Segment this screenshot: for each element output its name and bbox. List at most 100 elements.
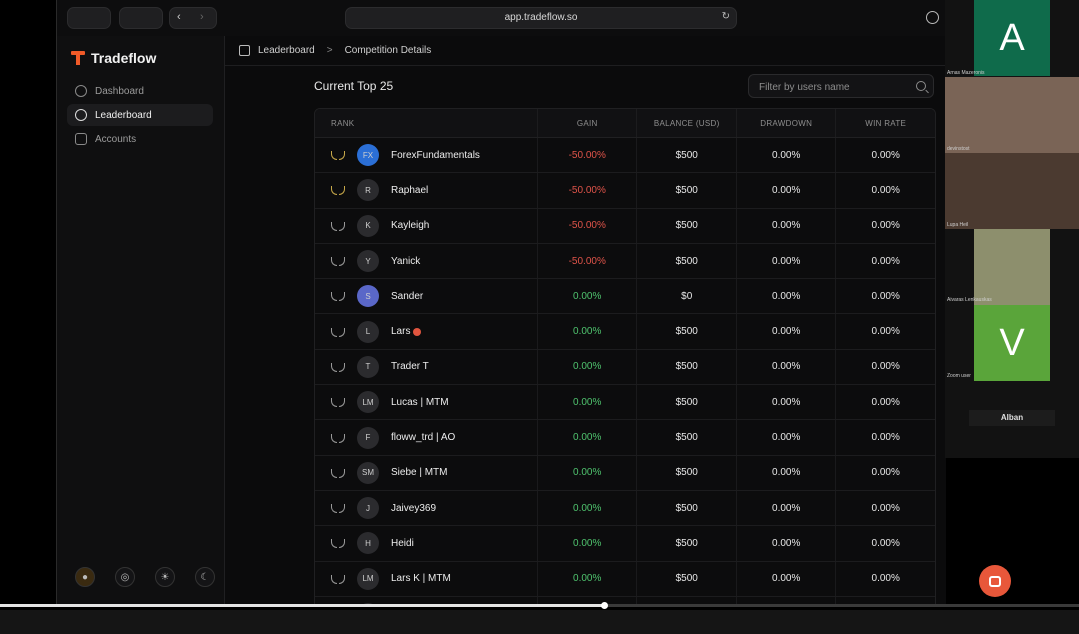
avatar[interactable]: S [357, 285, 379, 308]
trader-name[interactable]: Sander [391, 291, 423, 302]
avatar[interactable]: T [357, 355, 379, 378]
brand-name: Tradeflow [91, 50, 157, 66]
participant-name[interactable]: Alban [969, 410, 1055, 426]
trader-name[interactable]: Trader T [391, 361, 429, 372]
participant-name: Aivaras Lenkauskas [947, 297, 992, 303]
table-row[interactable]: LM Lucas | MTM 0.00% $500 0.00% 0.00% [315, 385, 935, 421]
participant-video[interactable] [945, 153, 1079, 229]
rank-cell: L Lars [315, 314, 538, 349]
sidebar-item-leaderboard[interactable]: Leaderboard [67, 104, 213, 126]
avatar[interactable]: Y [357, 250, 379, 273]
table-row[interactable]: LM Lars K | MTM 0.00% $500 0.00% 0.00% [315, 561, 935, 597]
forward-arrow-icon[interactable]: › [200, 11, 204, 23]
rank-cell: S Sander [315, 279, 538, 314]
balance-value: $500 [637, 420, 737, 455]
table-row[interactable]: L Lars 0.00% $500 0.00% 0.00% [315, 314, 935, 350]
avatar[interactable]: K [357, 214, 379, 237]
participant-tile[interactable]: A [974, 0, 1050, 76]
video-progress-bar[interactable] [0, 602, 1079, 609]
download-icon[interactable] [926, 11, 939, 24]
table-row[interactable]: FX ForexFundamentals -50.00% $500 0.00% 0.00% [315, 138, 935, 174]
avatar[interactable]: LM [357, 567, 379, 590]
support-icon[interactable]: ◎ [115, 567, 135, 587]
table-row[interactable]: R Raphael -50.00% $500 0.00% 0.00% [315, 173, 935, 209]
avatar[interactable]: L [357, 320, 379, 343]
trader-name[interactable]: Jaivey369 [391, 503, 436, 514]
avatar[interactable]: F [357, 426, 379, 449]
back-arrow-icon[interactable]: ‹ [177, 11, 181, 23]
table-row[interactable]: Y Yanick -50.00% $500 0.00% 0.00% [315, 243, 935, 280]
column-drawdown[interactable]: DRAWDOWN [737, 109, 837, 137]
participant-tile[interactable]: V [974, 305, 1050, 381]
history-nav-buttons[interactable]: ‹ › [169, 7, 217, 29]
win-rate-value: 0.00% [871, 502, 900, 514]
participant-video[interactable] [945, 77, 1079, 153]
trader-name[interactable]: ForexFundamentals [391, 150, 480, 161]
avatar[interactable]: SM [357, 461, 379, 484]
trader-name[interactable]: Lucas | MTM [391, 397, 449, 408]
gain-value: 0.00% [538, 385, 638, 420]
trader-name[interactable]: Raphael [391, 185, 428, 196]
trader-name[interactable]: Kayleigh [391, 220, 429, 231]
table-row[interactable]: H Heidi 0.00% $500 0.00% 0.00% [315, 526, 935, 562]
balance-value: $500 [637, 561, 737, 596]
sidebar-toggle-button[interactable] [119, 7, 163, 29]
trader-name[interactable]: Yanick [391, 256, 420, 267]
rank-cell: R Raphael [315, 173, 538, 208]
trader-name[interactable]: Lars K | MTM [391, 573, 451, 584]
leaderboard-table: RANK GAIN BALANCE (USD) DRAWDOWN WIN RAT… [314, 108, 936, 607]
table-row[interactable]: SM Siebe | MTM 0.00% $500 0.00% 0.00% [315, 455, 935, 491]
avatar[interactable]: FX [357, 144, 379, 167]
window-switcher-button[interactable] [67, 7, 111, 29]
trader-name[interactable]: Siebe | MTM [391, 467, 448, 478]
trader-name[interactable]: Heidi [391, 538, 414, 549]
avatar[interactable]: R [357, 179, 379, 202]
trader-name-text: ForexFundamentals [391, 149, 480, 161]
progress-fill [0, 604, 605, 607]
dark-mode-icon[interactable]: ☾ [195, 567, 215, 587]
user-filter[interactable] [748, 74, 934, 98]
table-row[interactable]: S Sander 0.00% $0 0.00% 0.00% [315, 279, 935, 315]
panel-icon[interactable] [239, 45, 250, 56]
table-row[interactable]: K Kayleigh -50.00% $500 0.00% 0.00% [315, 208, 935, 244]
win-rate-value: 0.00% [871, 184, 900, 196]
table-row[interactable]: T Trader T 0.00% $500 0.00% 0.00% [315, 349, 935, 386]
user-avatar[interactable]: ● [75, 567, 95, 587]
light-mode-icon[interactable]: ☀ [155, 567, 175, 587]
win-rate-value: 0.00% [871, 361, 900, 373]
table-row[interactable]: J Jaivey369 0.00% $500 0.00% 0.00% [315, 490, 935, 527]
column-win-rate[interactable]: WIN RATE [865, 118, 907, 128]
drawdown-value: 0.00% [737, 349, 837, 385]
gain-value: 0.00% [538, 349, 638, 385]
trader-name[interactable]: floww_trd | AO [391, 432, 455, 443]
laurel-icon [331, 256, 345, 267]
column-balance[interactable]: BALANCE (USD) [637, 109, 737, 137]
avatar[interactable]: H [357, 532, 379, 555]
participant-video[interactable] [974, 229, 1050, 305]
avatar[interactable]: J [357, 497, 379, 520]
brand-logo[interactable]: Tradeflow [71, 50, 156, 66]
column-gain[interactable]: GAIN [538, 109, 638, 137]
laurel-icon [331, 150, 345, 161]
gain-value: 0.00% [538, 596, 638, 606]
reload-icon[interactable]: ↻ [721, 11, 730, 22]
participant-initial: V [999, 321, 1025, 364]
search-icon[interactable] [916, 81, 926, 91]
column-rank[interactable]: RANK [315, 109, 538, 137]
trader-name[interactable]: Lars [391, 326, 422, 337]
gain-value: 0.00% [538, 526, 638, 561]
gain-value: 0.00% [538, 420, 638, 455]
participant-initial: A [999, 16, 1025, 59]
breadcrumb-leaderboard[interactable]: Leaderboard [258, 45, 315, 56]
filter-input[interactable] [757, 78, 911, 96]
progress-handle[interactable] [601, 602, 608, 609]
balance-value: $500 [637, 526, 737, 561]
avatar[interactable]: LM [357, 391, 379, 414]
address-bar[interactable]: app.tradeflow.so ↻ [345, 7, 737, 29]
sidebar-item-accounts[interactable]: Accounts [67, 128, 213, 150]
sidebar-item-label: Leaderboard [95, 109, 152, 121]
chat-button[interactable] [979, 565, 1011, 597]
sidebar-item-dashboard[interactable]: Dashboard [67, 80, 213, 102]
